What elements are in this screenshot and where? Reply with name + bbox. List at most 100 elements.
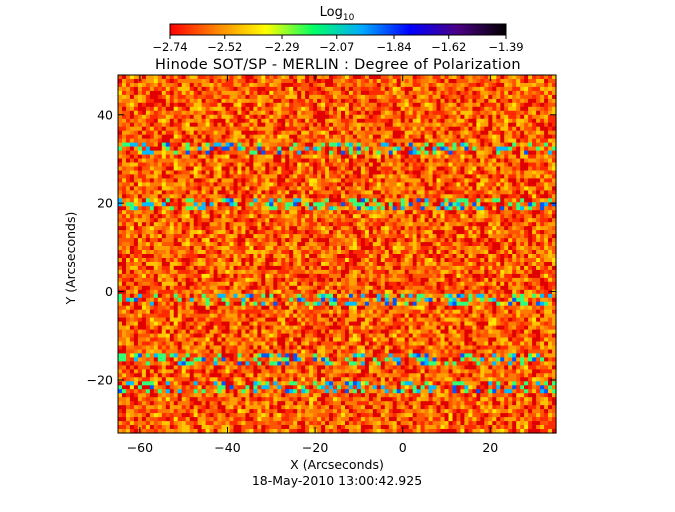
- heatmap-cell: [516, 134, 521, 140]
- heatmap-cell: [321, 142, 326, 148]
- heatmap-cell: [253, 210, 258, 215]
- heatmap-cell: [468, 126, 473, 132]
- heatmap-cell: [169, 83, 175, 88]
- heatmap-cell: [205, 166, 211, 172]
- heatmap-cell: [241, 94, 246, 100]
- heatmap-cell: [416, 218, 422, 223]
- heatmap-cell: [321, 98, 326, 104]
- heatmap-cell: [436, 198, 442, 203]
- heatmap-cell: [181, 222, 187, 227]
- heatmap-cell: [432, 86, 438, 92]
- heatmap-cell: [492, 106, 497, 112]
- heatmap-cell: [126, 110, 131, 116]
- heatmap-cell: [368, 106, 374, 112]
- heatmap-cell: [408, 214, 414, 219]
- heatmap-cell: [257, 79, 262, 84]
- heatmap-cell: [289, 230, 294, 235]
- heatmap-cell: [237, 75, 243, 80]
- heatmap-cell: [277, 114, 282, 120]
- heatmap-cell: [516, 154, 521, 160]
- heatmap-cell: [360, 250, 366, 255]
- heatmap-cell: [126, 154, 131, 160]
- heatmap-cell: [273, 202, 278, 207]
- heatmap-cell: [424, 150, 430, 156]
- heatmap-cell: [289, 206, 294, 211]
- heatmap-cell: [404, 214, 410, 219]
- heatmap-cell: [145, 194, 151, 199]
- heatmap-cell: [169, 238, 175, 243]
- heatmap-cell: [261, 190, 266, 195]
- heatmap-cell: [356, 154, 362, 160]
- heatmap-cell: [532, 190, 537, 195]
- heatmap-cell: [205, 154, 211, 160]
- heatmap-cell: [512, 186, 517, 191]
- heatmap-cell: [476, 83, 481, 88]
- heatmap-cell: [129, 194, 135, 199]
- heatmap-cell: [484, 122, 489, 128]
- heatmap-cell: [516, 226, 521, 231]
- heatmap-cell: [404, 218, 410, 223]
- heatmap-cell: [289, 154, 294, 160]
- heatmap-cell: [157, 178, 163, 183]
- heatmap-cell: [504, 166, 509, 172]
- heatmap-cell: [225, 178, 231, 183]
- heatmap-cell: [281, 98, 286, 104]
- heatmap-cell: [484, 170, 489, 176]
- heatmap-cell: [420, 162, 426, 168]
- heatmap-cell: [177, 238, 183, 243]
- heatmap-cell: [508, 142, 513, 148]
- heatmap-cell: [137, 162, 143, 168]
- heatmap-cell: [352, 226, 358, 231]
- heatmap-cell: [137, 206, 143, 211]
- heatmap-cell: [504, 154, 509, 160]
- heatmap-cell: [305, 210, 310, 215]
- heatmap-cell: [500, 250, 505, 255]
- heatmap-cell: [536, 110, 541, 116]
- heatmap-cell: [153, 250, 159, 255]
- heatmap-cell: [301, 146, 306, 152]
- heatmap-cell: [145, 98, 151, 104]
- heatmap-cell: [484, 186, 489, 191]
- heatmap-cell: [213, 170, 219, 176]
- heatmap-cell: [432, 83, 438, 88]
- heatmap-cell: [544, 130, 549, 136]
- heatmap-cell: [277, 166, 282, 172]
- heatmap-cell: [165, 186, 171, 191]
- heatmap-cell: [500, 83, 505, 88]
- heatmap-cell: [145, 158, 151, 164]
- heatmap-cell: [213, 142, 219, 148]
- heatmap-cell: [177, 130, 183, 136]
- heatmap-cell: [345, 102, 350, 108]
- heatmap-cell: [504, 242, 509, 247]
- heatmap-cell: [472, 202, 477, 207]
- heatmap-cell: [257, 182, 262, 187]
- heatmap-cell: [209, 138, 215, 144]
- heatmap-cell: [436, 126, 442, 132]
- heatmap-cell: [528, 110, 533, 116]
- heatmap-cell: [416, 130, 422, 136]
- heatmap-cell: [317, 110, 322, 116]
- heatmap-cell: [193, 83, 199, 88]
- heatmap-cell: [233, 238, 239, 243]
- heatmap-cell: [432, 79, 438, 84]
- heatmap-cell: [504, 186, 509, 191]
- heatmap-cell: [424, 94, 430, 100]
- heatmap-cell: [520, 150, 525, 156]
- heatmap-cell: [237, 210, 243, 215]
- heatmap-cell: [404, 198, 410, 203]
- heatmap-cell: [512, 83, 517, 88]
- heatmap-cell: [201, 102, 207, 108]
- heatmap-cell: [448, 158, 454, 164]
- heatmap-cell: [408, 166, 414, 172]
- heatmap-cell: [313, 102, 318, 108]
- heatmap-cell: [325, 182, 330, 187]
- heatmap-cell: [177, 182, 183, 187]
- heatmap-cell: [257, 190, 262, 195]
- heatmap-cell: [488, 230, 493, 235]
- heatmap-cell: [173, 94, 179, 100]
- heatmap-cell: [468, 138, 473, 144]
- heatmap-cell: [149, 218, 155, 223]
- heatmap-cell: [476, 162, 481, 168]
- heatmap-cell: [289, 134, 294, 140]
- heatmap-cell: [257, 114, 262, 120]
